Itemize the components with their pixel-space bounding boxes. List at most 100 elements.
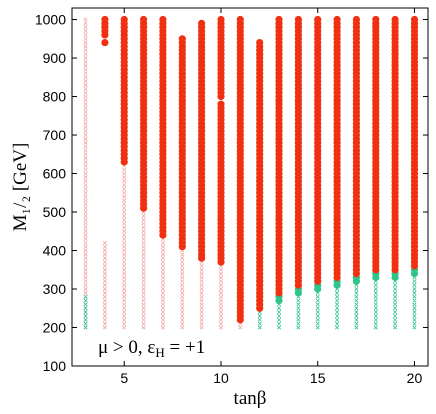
data-point-cross [83,144,88,149]
data-point-cross [412,279,417,284]
data-point [275,15,283,24]
data-point-cross [83,29,88,34]
data-point-cross [354,317,359,322]
data-point-cross [373,325,378,330]
data-point-cross [141,294,146,299]
data-point-cross [315,325,320,330]
data-point [236,15,244,24]
data-point-cross [354,302,359,307]
data-point-cross [83,59,88,64]
data-point-cross [83,206,88,211]
data-point-cross [83,302,88,307]
data-point-cross [180,283,185,288]
data-point-cross [218,298,223,303]
data-point-cross [102,271,107,276]
data-point-cross [335,317,340,322]
data-point-cross [141,310,146,315]
data-point-cross [257,321,262,326]
data-point-cross [412,306,417,311]
data-point-cross [83,213,88,218]
data-point-cross [296,321,301,326]
data-point-cross [393,313,398,318]
data-point-cross [315,321,320,326]
data-point-cross [122,313,127,318]
data-point-cross [83,67,88,72]
data-point-cross [199,287,204,291]
data-point-cross [160,256,165,261]
data-point-cross [373,313,378,318]
data-point-cross [315,298,320,303]
data-point-cross [180,256,185,261]
data-point-cross [393,306,398,311]
data-point-cross [102,294,107,299]
data-point-cross [393,290,398,295]
data-point-cross [102,313,107,318]
data-point-cross [373,287,378,291]
data-point-cross [373,317,378,322]
data-point-cross [122,217,127,222]
data-point-cross [122,186,127,191]
data-point-cross [180,302,185,307]
data-point-cross [83,221,88,226]
data-point-cross [102,302,107,307]
data-point-cross [122,233,127,238]
data-point-cross [83,290,88,295]
data-point-cross [373,306,378,311]
data-point-cross [83,125,88,130]
data-point-cross [373,302,378,307]
data-point-cross [160,313,165,318]
data-point-cross [373,294,378,299]
data-point-cross [83,263,88,268]
data-point-cross [218,267,223,272]
data-point-cross [141,290,146,295]
data-point-cross [199,298,204,303]
data-point-cross [122,179,127,184]
data-point-cross [83,163,88,168]
data-point-cross [412,290,417,295]
data-point-cross [160,240,165,245]
data-point-cross [102,260,107,265]
data-point-cross [393,310,398,315]
data-point [294,15,302,24]
data-point-cross [199,263,204,268]
data-point [101,39,109,47]
data-point-cross [83,210,88,215]
data-point-cross [160,252,165,257]
data-point-cross [412,287,417,291]
data-point-cross [354,298,359,303]
data-point-cross [122,298,127,303]
y-tick-label: 1000 [35,12,66,28]
data-point-cross [83,56,88,61]
data-point-cross [141,275,146,280]
data-point-cross [199,267,204,272]
data-point-cross [335,306,340,311]
data-point-cross [102,317,107,322]
data-point-cross [102,287,107,291]
data-point-cross [141,252,146,257]
data-point-cross [141,302,146,307]
data-point-cross [141,229,146,234]
data-point-cross [180,263,185,268]
data-point-cross [83,283,88,288]
data-point-cross [141,271,146,276]
data-point-cross [83,63,88,68]
data-point-cross [296,302,301,307]
data-point-cross [335,325,340,330]
data-point-cross [412,325,417,330]
data-point [391,15,399,24]
data-point-cross [160,287,165,291]
data-point [217,100,225,108]
data-point-cross [122,271,127,276]
data-point-cross [83,113,88,118]
data-point-cross [141,298,146,303]
data-point-cross [122,306,127,311]
data-point-cross [315,294,320,299]
data-point-cross [122,210,127,215]
data-point-cross [277,325,282,330]
data-point-cross [296,310,301,315]
data-point-cross [218,313,223,318]
data-point-cross [141,244,146,249]
data-point-cross [122,263,127,268]
data-point-cross [83,186,88,191]
y-tick-label: 500 [43,204,67,220]
